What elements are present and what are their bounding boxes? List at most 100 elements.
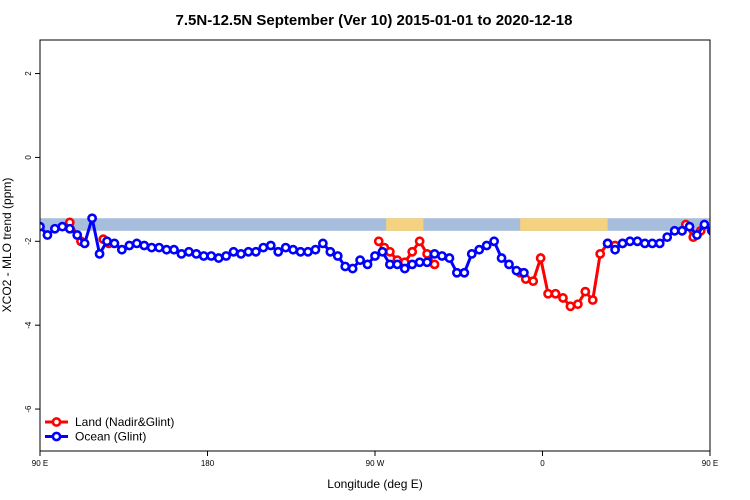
y-axis: -6 -4 -2 0 2 bbox=[24, 71, 40, 413]
ocean-series-point bbox=[228, 246, 239, 257]
y-tick-label: -4 bbox=[24, 321, 33, 329]
land-series-point bbox=[550, 288, 561, 299]
plot-area bbox=[40, 213, 750, 312]
land-series-point bbox=[742, 223, 749, 230]
land-series-point bbox=[528, 276, 539, 287]
land-series-point bbox=[595, 248, 606, 259]
ocean-series-point bbox=[654, 238, 665, 249]
ocean-series-point bbox=[64, 223, 75, 234]
ocean-series-point bbox=[669, 225, 680, 236]
ocean-series-point bbox=[273, 246, 284, 257]
ocean-series-point bbox=[481, 240, 492, 251]
ocean-series-point bbox=[288, 244, 299, 255]
ocean-series-point bbox=[79, 238, 90, 249]
land-series-point bbox=[373, 236, 384, 247]
ocean-series-point bbox=[370, 251, 380, 261]
land-series-point bbox=[572, 299, 583, 310]
ocean-series-point bbox=[437, 251, 447, 261]
ocean-series-point bbox=[422, 257, 433, 268]
ocean-series-point bbox=[49, 223, 60, 234]
land-series-point bbox=[734, 219, 741, 226]
ocean-series-point bbox=[236, 248, 246, 259]
ocean-series-point bbox=[489, 236, 500, 247]
land-series-point bbox=[587, 295, 598, 305]
y-tick-label: -6 bbox=[24, 405, 33, 413]
ocean-series-point bbox=[124, 240, 135, 251]
ocean-series-point bbox=[723, 240, 730, 247]
land-series-point bbox=[565, 301, 576, 312]
ocean-series-point bbox=[706, 226, 710, 236]
ocean-series-point bbox=[250, 246, 261, 257]
x-tick-label: 0 bbox=[540, 459, 545, 468]
ocean-series-point bbox=[399, 263, 410, 274]
ocean-series-point bbox=[444, 253, 455, 263]
ocean-series-point bbox=[466, 248, 477, 259]
ocean-series-point bbox=[243, 246, 254, 257]
ocean-series-point bbox=[42, 230, 53, 240]
ocean-series-point bbox=[176, 248, 187, 259]
ocean-series-point bbox=[610, 244, 620, 255]
ocean-series-point bbox=[632, 236, 643, 247]
legend-item-land: Land (Nadir&Glint) bbox=[45, 415, 174, 429]
land-band bbox=[386, 218, 424, 231]
ocean-series-point bbox=[102, 236, 112, 247]
y-tick-label: 2 bbox=[24, 71, 33, 76]
ocean-series-point bbox=[169, 244, 179, 255]
x-tick-label: 90 E bbox=[702, 459, 718, 468]
land-series-point bbox=[543, 288, 553, 299]
ocean-series-point bbox=[183, 246, 194, 257]
ocean-series-point bbox=[332, 251, 343, 261]
legend-swatch-point bbox=[51, 417, 62, 427]
ocean-series-point bbox=[131, 238, 142, 249]
ocean-series-point bbox=[617, 238, 628, 249]
ocean-series-point bbox=[325, 246, 336, 257]
ocean-series-point bbox=[213, 253, 224, 263]
ocean-series-point bbox=[146, 242, 157, 253]
land-series-line bbox=[738, 222, 750, 230]
land-series-point bbox=[535, 253, 546, 263]
ocean-series-point bbox=[221, 251, 232, 261]
ocean-series-point bbox=[355, 255, 366, 266]
x-tick-label: 180 bbox=[201, 459, 215, 468]
ocean-series-point bbox=[414, 257, 425, 268]
y-tick-label: 0 bbox=[24, 155, 33, 160]
ocean-series-point bbox=[407, 259, 418, 270]
ocean-series-point bbox=[206, 251, 217, 261]
ocean-series-point bbox=[474, 244, 485, 255]
land-series-point bbox=[422, 248, 433, 259]
ocean-series-point bbox=[692, 230, 702, 240]
y-axis-title: XCO2 - MLO trend (ppm) bbox=[0, 178, 14, 313]
ocean-series-point bbox=[384, 259, 395, 270]
ocean-series-point bbox=[258, 242, 269, 253]
legend-label: Land (Nadir&Glint) bbox=[75, 415, 174, 429]
ocean-series-point bbox=[451, 267, 462, 278]
ocean-series-point bbox=[684, 221, 695, 232]
ocean-series-point bbox=[647, 238, 658, 249]
ocean-series-point bbox=[265, 240, 276, 251]
ocean-series-point bbox=[340, 261, 351, 272]
ocean-series-point bbox=[94, 248, 105, 259]
legend-label: Ocean (Glint) bbox=[75, 430, 146, 444]
ocean-series-point bbox=[347, 263, 358, 274]
ocean-series-point bbox=[511, 265, 522, 276]
x-axis-title: Longitude (deg E) bbox=[327, 477, 422, 491]
ocean-series-point bbox=[116, 244, 127, 255]
ocean-series-point bbox=[745, 238, 750, 245]
ocean-series-point bbox=[310, 244, 321, 255]
land-series-point bbox=[384, 246, 395, 257]
ocean-series-point bbox=[57, 221, 68, 232]
land-series-point bbox=[429, 259, 440, 270]
ocean-series-point bbox=[677, 225, 687, 236]
legend: Land (Nadir&Glint)Ocean (Glint) bbox=[45, 415, 174, 444]
x-tick-label: 90 E bbox=[32, 459, 48, 468]
ocean-series-point bbox=[303, 246, 313, 257]
ocean-series-point bbox=[198, 251, 209, 261]
ocean-series-point bbox=[459, 267, 470, 278]
ocean-series-point bbox=[280, 242, 291, 253]
land-series-point bbox=[407, 246, 418, 257]
ocean-series-point bbox=[139, 240, 150, 251]
ocean-series-point bbox=[716, 234, 723, 241]
ocean-series-point bbox=[496, 253, 507, 263]
land-band bbox=[520, 218, 608, 231]
